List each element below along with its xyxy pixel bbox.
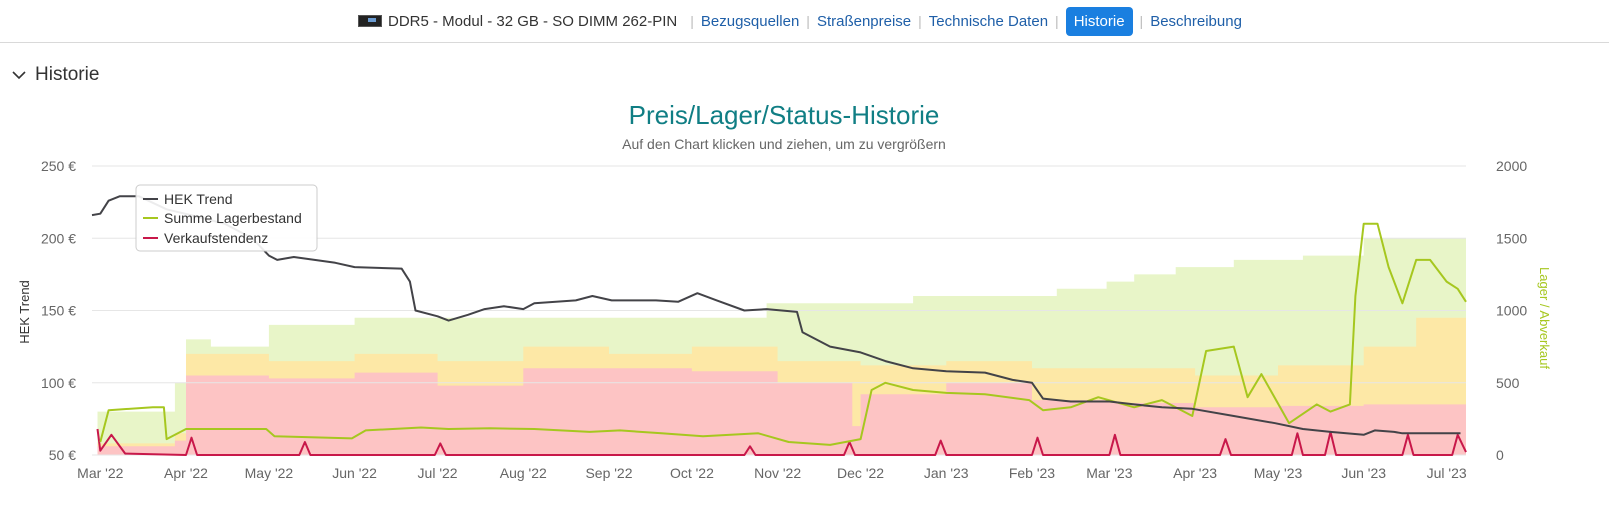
y2-axis-label: Lager / Abverkauf xyxy=(1537,267,1552,369)
nav-link-strassenpreise[interactable]: Straßenpreise xyxy=(816,12,912,30)
y2-tick-label: 1000 xyxy=(1496,303,1527,319)
stock-bands xyxy=(97,238,1466,455)
x-tick-label: Jul '23 xyxy=(1427,465,1467,481)
x-tick-label: Jun '22 xyxy=(332,465,377,481)
x-tick-label: Mar '23 xyxy=(1086,465,1132,481)
y-axis-ticks: 50 € 100 € 150 € 200 € 250 € xyxy=(41,158,76,463)
nav-link-bezugsquellen[interactable]: Bezugsquellen xyxy=(700,12,800,30)
nav-separator: | xyxy=(918,13,922,29)
y2-tick-label: 1500 xyxy=(1496,230,1527,246)
y-tick-label: 50 € xyxy=(49,447,76,463)
x-tick-label: Jul '22 xyxy=(418,465,458,481)
y-tick-label: 250 € xyxy=(41,158,76,174)
series-line-lager[interactable] xyxy=(99,222,1467,446)
series-line-hek[interactable] xyxy=(91,195,1461,436)
ram-module-icon xyxy=(358,15,382,27)
x-tick-label: Oct '22 xyxy=(670,465,714,481)
nav-link-beschreibung[interactable]: Beschreibung xyxy=(1150,12,1242,30)
x-tick-label: Nov '22 xyxy=(754,465,801,481)
x-tick-label: May '22 xyxy=(245,465,294,481)
y-axis-label: HEK Trend xyxy=(17,280,32,344)
legend-label-hek[interactable]: HEK Trend xyxy=(164,191,232,207)
nav-separator: | xyxy=(1055,13,1059,29)
y2-tick-label: 2000 xyxy=(1496,158,1527,174)
product-name: DDR5 - Modul - 32 GB - SO DIMM 262-PIN xyxy=(358,13,677,30)
x-tick-label: May '23 xyxy=(1254,465,1303,481)
x-tick-label: Aug '22 xyxy=(500,465,547,481)
top-navigation: DDR5 - Modul - 32 GB - SO DIMM 262-PIN |… xyxy=(0,0,1609,43)
series-lines xyxy=(91,195,1467,456)
y-tick-label: 100 € xyxy=(41,375,76,391)
nav-separator: | xyxy=(1139,13,1144,29)
nav-link-historie[interactable]: Historie xyxy=(1065,6,1133,36)
x-tick-label: Apr '23 xyxy=(1173,465,1217,481)
x-tick-label: Feb '23 xyxy=(1009,465,1055,481)
y2-tick-label: 0 xyxy=(1496,447,1504,463)
x-tick-label: Jan '23 xyxy=(924,465,969,481)
nav-link-technische-daten[interactable]: Technische Daten xyxy=(928,12,1049,30)
nav-separator: | xyxy=(806,13,810,29)
chart-legend[interactable]: HEK Trend Summe Lagerbestand Verkaufsten… xyxy=(135,184,318,252)
x-tick-label: Apr '22 xyxy=(164,465,208,481)
y2-tick-label: 500 xyxy=(1496,375,1520,391)
x-tick-label: Sep '22 xyxy=(585,465,632,481)
chart-subtitle: Auf den Chart klicken und ziehen, um zu … xyxy=(622,136,946,152)
band-red xyxy=(97,368,1466,455)
legend-label-lager[interactable]: Summe Lagerbestand xyxy=(164,210,302,226)
x-tick-label: Mar '22 xyxy=(77,465,123,481)
nav-separator: | xyxy=(690,13,694,29)
section-title: Historie xyxy=(35,64,100,85)
x-tick-label: Jun '23 xyxy=(1341,465,1386,481)
section-toggle-historie[interactable]: Historie xyxy=(12,64,99,86)
nav-row: DDR5 - Modul - 32 GB - SO DIMM 262-PIN |… xyxy=(358,6,1242,36)
product-label: DDR5 - Modul - 32 GB - SO DIMM 262-PIN xyxy=(388,12,678,30)
chart-title: Preis/Lager/Status-Historie xyxy=(629,100,940,130)
chevron-down-icon xyxy=(12,70,26,79)
legend-label-verkauf[interactable]: Verkaufstendenz xyxy=(164,230,268,246)
y-tick-label: 200 € xyxy=(41,230,76,246)
y2-axis-ticks: 0 500 1000 1500 2000 xyxy=(1496,158,1527,463)
legend-box xyxy=(135,184,318,252)
x-axis-ticks: Mar '22 Apr '22 May '22 Jun '22 Jul '22 Aug '… xyxy=(77,465,1467,481)
y-tick-label: 150 € xyxy=(41,303,76,319)
x-tick-label: Dec '22 xyxy=(837,465,884,481)
